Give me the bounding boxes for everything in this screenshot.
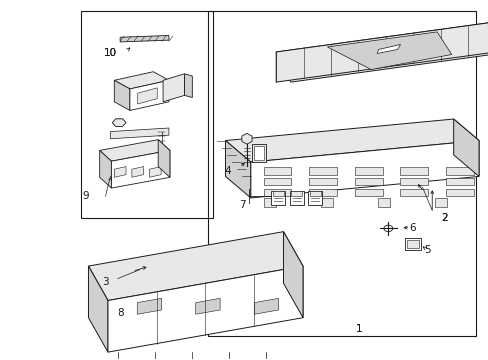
Text: 7: 7 (238, 200, 245, 210)
Bar (354, 189, 382, 196)
Polygon shape (376, 44, 400, 54)
Polygon shape (453, 119, 478, 176)
Bar (407, 239, 418, 248)
Bar (445, 167, 473, 175)
Bar (308, 192, 322, 205)
Polygon shape (88, 231, 303, 301)
Bar (405, 238, 420, 250)
Text: 10: 10 (103, 48, 117, 58)
Polygon shape (163, 74, 184, 102)
Polygon shape (112, 119, 126, 126)
Bar (308, 167, 336, 175)
Bar (445, 178, 473, 185)
Polygon shape (120, 36, 168, 42)
Polygon shape (137, 298, 161, 314)
Bar (263, 189, 291, 196)
Polygon shape (225, 140, 250, 198)
Text: 4: 4 (224, 166, 230, 176)
Bar (400, 178, 427, 185)
Bar (308, 178, 336, 185)
Polygon shape (276, 22, 488, 82)
Polygon shape (250, 140, 478, 198)
Polygon shape (272, 192, 283, 195)
Text: 8: 8 (117, 308, 123, 318)
Bar (289, 192, 303, 205)
Bar (81, 12, 212, 218)
Polygon shape (100, 150, 111, 188)
Polygon shape (254, 298, 278, 314)
Text: 10: 10 (103, 48, 117, 58)
Text: 6: 6 (408, 224, 415, 233)
Polygon shape (132, 167, 143, 177)
Text: 3: 3 (102, 277, 109, 287)
Bar (207, 12, 475, 336)
Bar (354, 167, 382, 175)
Polygon shape (283, 231, 303, 318)
Polygon shape (263, 198, 276, 207)
Bar (271, 192, 285, 205)
Polygon shape (114, 72, 168, 89)
Polygon shape (291, 192, 302, 195)
Polygon shape (158, 140, 169, 177)
Polygon shape (377, 198, 389, 207)
Polygon shape (111, 150, 169, 188)
Bar (400, 167, 427, 175)
Polygon shape (327, 32, 451, 69)
Polygon shape (88, 266, 108, 352)
Polygon shape (242, 134, 251, 144)
Bar (263, 167, 291, 175)
Bar (400, 189, 427, 196)
Polygon shape (434, 198, 447, 207)
Text: 9: 9 (82, 191, 89, 201)
Bar (354, 178, 382, 185)
Polygon shape (130, 80, 168, 111)
Polygon shape (225, 119, 478, 162)
Polygon shape (149, 167, 161, 177)
Polygon shape (195, 298, 220, 314)
Bar (263, 178, 291, 185)
Text: 1: 1 (355, 324, 362, 334)
Polygon shape (138, 88, 157, 104)
Polygon shape (112, 119, 126, 126)
Polygon shape (108, 266, 303, 352)
Polygon shape (100, 140, 169, 161)
Text: 2: 2 (440, 213, 447, 222)
Polygon shape (276, 22, 488, 82)
Text: 1: 1 (355, 324, 362, 334)
Circle shape (383, 225, 392, 231)
Polygon shape (184, 74, 192, 98)
Polygon shape (320, 198, 332, 207)
Polygon shape (309, 192, 320, 195)
Bar (251, 144, 266, 162)
Polygon shape (110, 128, 168, 139)
Polygon shape (114, 167, 126, 177)
Bar (445, 189, 473, 196)
Polygon shape (114, 80, 130, 111)
Text: 2: 2 (440, 213, 447, 222)
Bar (308, 189, 336, 196)
Circle shape (116, 120, 122, 125)
Bar (254, 146, 264, 160)
Text: 5: 5 (424, 245, 430, 255)
